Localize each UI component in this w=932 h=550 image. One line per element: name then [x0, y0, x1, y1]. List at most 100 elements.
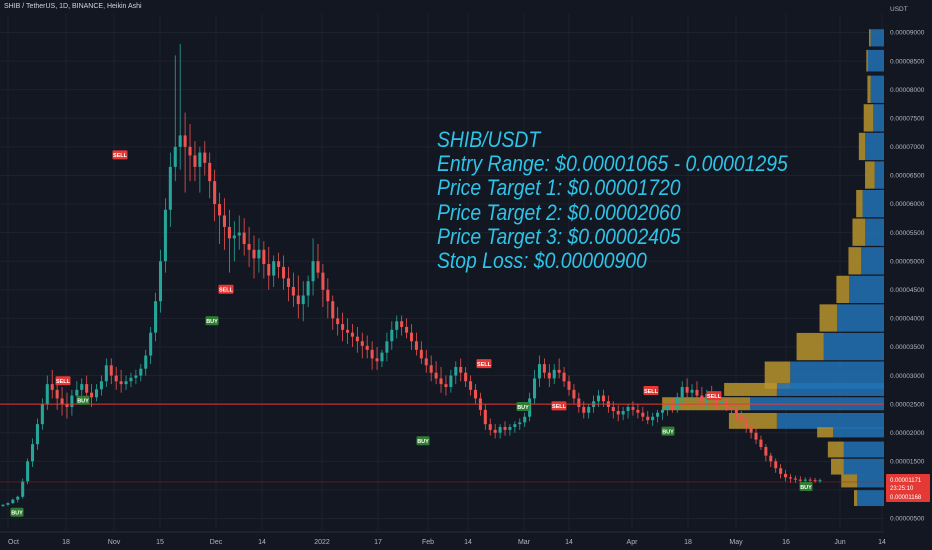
candle-body: [31, 444, 35, 462]
candle-body: [311, 261, 315, 282]
annotation-line-stop-loss: Stop Loss: $0.00000900: [437, 248, 647, 274]
candle-body: [400, 321, 404, 327]
volume-bar-up: [833, 427, 884, 438]
candle-body: [665, 405, 669, 410]
volume-bar-up: [870, 29, 884, 47]
volume-bar-down: [796, 332, 824, 361]
candle-body: [218, 204, 222, 216]
volume-bar-down: [863, 104, 874, 132]
y-tick-label: 0.00002500: [890, 401, 925, 408]
volume-bar-down: [817, 427, 834, 438]
candle-body: [715, 398, 719, 405]
candle-body: [341, 324, 345, 330]
volume-bar-down: [852, 218, 866, 246]
y-tick-label: 0.00008500: [890, 58, 925, 65]
candle-body: [163, 209, 167, 262]
volume-bar-up: [874, 161, 884, 189]
candle-body: [355, 336, 359, 342]
candle-body: [498, 427, 502, 433]
x-tick-label: 15: [156, 539, 164, 546]
candle-body: [119, 381, 123, 385]
candle-body: [656, 412, 660, 417]
signal-sell-label: SELL: [56, 379, 71, 385]
signal-buy-label: BUY: [77, 399, 89, 405]
signal-sell-label: SELL: [477, 362, 492, 368]
signal-buy-label: BUY: [662, 429, 674, 435]
candle-body: [700, 395, 704, 402]
candle-body: [808, 479, 812, 481]
annotation-line-pair: SHIB/USDT: [437, 127, 541, 152]
signals: SELL BUY BUY SELL BUY SELL SELL BUY BUY SELL SELL S…: [10, 150, 813, 517]
volume-bar-down: [867, 75, 871, 103]
horizontal-levels: [0, 403, 884, 483]
candle-body: [375, 358, 379, 362]
candle-body: [291, 286, 295, 296]
volume-bar-down: [869, 29, 871, 47]
candle-body: [596, 395, 601, 402]
candle-body: [149, 332, 153, 356]
x-tick-label: Dec: [210, 539, 223, 546]
x-tick-label: 14: [464, 539, 472, 546]
candle-body: [651, 416, 655, 421]
candle-body: [267, 264, 271, 276]
x-tick-label: Oct: [8, 539, 19, 546]
signal-sell-label: SELL: [113, 153, 128, 159]
last-price-countdown: 23:25:10: [890, 486, 914, 492]
volume-bar-up: [776, 412, 884, 429]
annotation-line-target-1: Price Target 1: $0.00001720: [437, 175, 681, 201]
signal-buy-label: BUY: [417, 439, 429, 445]
volume-bar-up: [837, 304, 884, 332]
candle-body: [242, 232, 246, 245]
candle-body: [419, 349, 423, 359]
last-price-value: 0.00001171: [890, 478, 922, 484]
candle-body: [21, 481, 25, 497]
last-price-tag: [886, 474, 930, 502]
candle-body: [409, 332, 414, 342]
candle-body: [690, 389, 694, 393]
candle-body: [646, 416, 650, 421]
candle-body: [414, 341, 418, 350]
candle-body: [272, 261, 276, 276]
candle-body: [818, 480, 822, 482]
candle-body: [193, 155, 197, 167]
candle-body: [1, 504, 5, 506]
candle-body: [405, 326, 409, 333]
chart-header-title: SHIB / TetherUS, 1D, BINANCE, Heikin Ash…: [4, 3, 142, 10]
candle-body: [734, 409, 738, 416]
candle-body: [301, 295, 305, 305]
candle-body: [537, 364, 541, 379]
signal-sell-badge: [643, 385, 659, 395]
candle-body: [350, 332, 354, 337]
candle-body: [513, 424, 517, 428]
grid-lines: [0, 14, 884, 530]
y-tick-label: 0.00006500: [890, 173, 925, 180]
x-tick-label: 14: [878, 539, 886, 546]
volume-bar-up: [776, 382, 884, 396]
signal-buy-label: BUY: [206, 319, 218, 325]
candle-body: [35, 424, 39, 445]
candle-body: [80, 384, 84, 390]
candle-body: [282, 266, 286, 279]
candle-body: [336, 318, 340, 325]
candle-body: [764, 447, 768, 456]
x-tick-label: 18: [62, 539, 70, 546]
candle-body: [227, 226, 231, 239]
y-tick-label: 0.00009000: [890, 30, 925, 37]
candle-body: [55, 389, 59, 399]
candle-body: [144, 355, 148, 369]
y-tick-label: 0.00002000: [890, 430, 925, 437]
candle-body: [488, 424, 492, 430]
signal-buy-badge: [799, 482, 813, 492]
candle-body: [60, 398, 64, 405]
x-tick-label: Feb: [422, 539, 434, 546]
signal-buy-badge: [10, 507, 24, 517]
x-tick-label: Apr: [627, 539, 639, 546]
candle-body: [213, 181, 217, 205]
trade-annotation: SHIB/USDT Entry Range: $0.00001065 - 0.0…: [437, 127, 788, 274]
candle-body: [779, 468, 783, 474]
candle-body: [439, 378, 443, 385]
candle-body: [286, 278, 290, 287]
volume-bar-up: [857, 474, 884, 488]
